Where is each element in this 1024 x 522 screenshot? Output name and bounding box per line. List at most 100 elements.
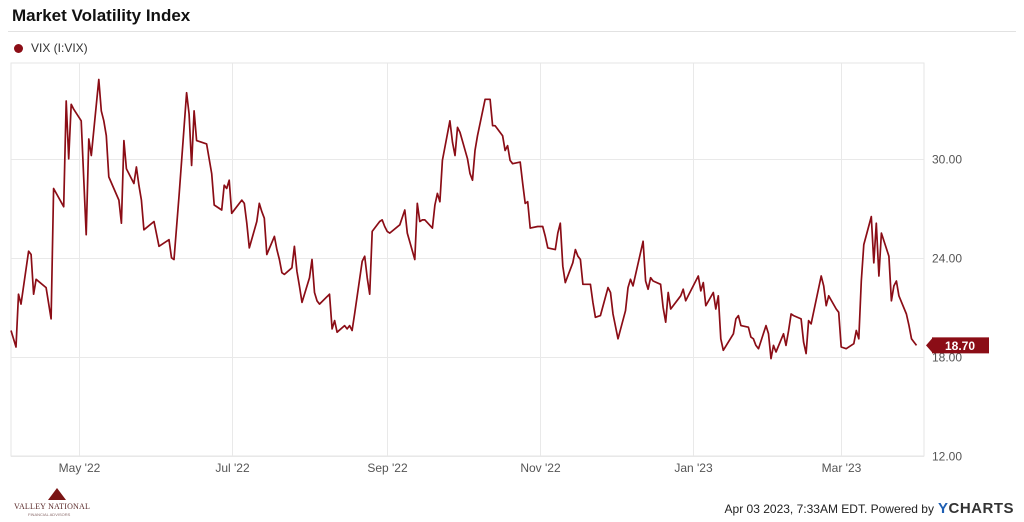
- data-point: [805, 352, 807, 354]
- data-point: [594, 316, 596, 318]
- data-point: [454, 154, 456, 156]
- data-point: [649, 277, 651, 279]
- data-point: [547, 247, 549, 249]
- data-point: [792, 314, 794, 316]
- data-point: [875, 222, 877, 224]
- data-point: [406, 232, 408, 234]
- data-point: [644, 280, 646, 282]
- data-point: [261, 210, 263, 212]
- data-point: [670, 308, 672, 310]
- data-point: [860, 280, 862, 282]
- data-point: [188, 113, 190, 115]
- data-point: [283, 273, 285, 275]
- data-point: [820, 275, 822, 277]
- data-point: [416, 202, 418, 204]
- data-point: [828, 295, 830, 297]
- data-point: [782, 333, 784, 335]
- current-value-label: 18.70: [945, 339, 975, 353]
- data-point: [105, 135, 107, 137]
- data-point: [469, 172, 471, 174]
- data-point: [800, 318, 802, 320]
- data-point: [504, 149, 506, 151]
- data-point: [316, 300, 318, 302]
- data-point: [333, 319, 335, 321]
- data-point: [717, 295, 719, 297]
- data-point: [888, 255, 890, 257]
- data-point: [231, 212, 233, 214]
- data-point: [120, 222, 122, 224]
- current-value-badge: 18.70: [926, 337, 989, 354]
- data-point: [190, 164, 192, 166]
- data-point: [564, 281, 566, 283]
- y-tick-label: 30.00: [932, 153, 962, 167]
- data-point: [103, 120, 105, 122]
- data-point: [108, 176, 110, 178]
- data-point: [863, 243, 865, 245]
- data-point: [221, 209, 223, 211]
- ycharts-brand[interactable]: YCHARTS: [938, 500, 1014, 517]
- data-point: [647, 288, 649, 290]
- data-point: [722, 349, 724, 351]
- data-point: [662, 306, 664, 308]
- timestamp-text: Apr 03 2023, 7:33AM EDT. Powered by: [724, 501, 934, 516]
- data-point: [557, 232, 559, 234]
- data-point: [752, 338, 754, 340]
- data-point: [855, 329, 857, 331]
- data-point: [313, 291, 315, 293]
- chart-legend[interactable]: VIX (I:VIX): [14, 41, 88, 55]
- grid-lines: [11, 63, 924, 457]
- data-point: [346, 328, 348, 330]
- data-point: [484, 98, 486, 100]
- data-point: [381, 219, 383, 221]
- data-point: [810, 323, 812, 325]
- data-point: [301, 301, 303, 303]
- data-point: [135, 166, 137, 168]
- data-point: [291, 267, 293, 269]
- axes: [10, 62, 925, 457]
- data-point: [389, 232, 391, 234]
- data-point: [449, 120, 451, 122]
- data-point: [908, 324, 910, 326]
- badge-box: [932, 337, 989, 354]
- data-point: [913, 341, 915, 343]
- data-point: [527, 201, 529, 203]
- data-point: [607, 286, 609, 288]
- data-point: [173, 258, 175, 260]
- data-point: [775, 351, 777, 353]
- data-point: [348, 324, 350, 326]
- data-point: [50, 318, 52, 320]
- data-point: [542, 225, 544, 227]
- data-point: [589, 283, 591, 285]
- data-point: [825, 305, 827, 307]
- data-point: [853, 343, 855, 345]
- data-point: [343, 324, 345, 326]
- data-point: [858, 338, 860, 340]
- data-point: [32, 293, 34, 295]
- data-point: [258, 202, 260, 204]
- series-layer: [10, 78, 918, 360]
- data-point: [720, 338, 722, 340]
- data-point: [434, 204, 436, 206]
- data-point: [680, 295, 682, 297]
- data-point: [697, 275, 699, 277]
- data-point: [353, 313, 355, 315]
- data-point: [494, 125, 496, 127]
- data-point: [765, 324, 767, 326]
- data-point: [915, 344, 917, 346]
- data-point: [98, 78, 100, 80]
- data-point: [15, 346, 17, 348]
- data-point: [419, 220, 421, 222]
- data-point: [266, 253, 268, 255]
- data-point: [436, 192, 438, 194]
- data-point: [652, 280, 654, 282]
- data-point: [223, 184, 225, 186]
- data-point: [63, 206, 65, 208]
- data-point: [379, 220, 381, 222]
- data-point: [248, 247, 250, 249]
- data-point: [431, 227, 433, 229]
- data-point: [228, 179, 230, 181]
- data-point: [732, 333, 734, 335]
- data-point: [659, 283, 661, 285]
- data-point: [757, 348, 759, 350]
